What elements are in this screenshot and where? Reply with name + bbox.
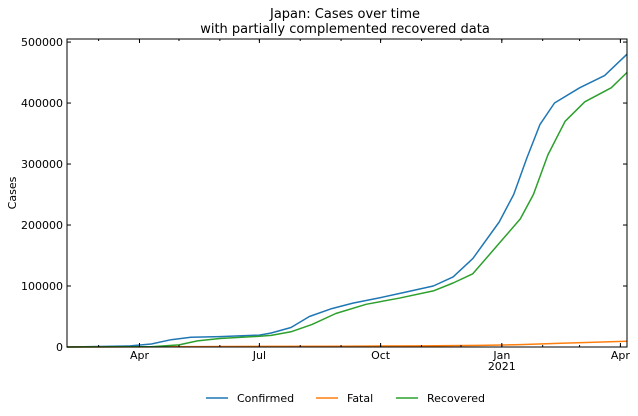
x-tick-label: Apr <box>611 349 631 362</box>
y-tick-label: 200000 <box>21 219 63 232</box>
y-tick-label: 400000 <box>21 97 63 110</box>
plot-area: 0 100000 200000 300000 400000 500000 Apr Jul Oct… <box>21 36 630 373</box>
x-tick-label: Jan <box>492 349 510 362</box>
legend-label-fatal: Fatal <box>347 392 373 405</box>
chart-subtitle: with partially complemented recovered da… <box>200 22 490 37</box>
x-tick-label: Apr <box>130 349 150 362</box>
y-tick-label: 100000 <box>21 280 63 293</box>
y-tick-label: 300000 <box>21 158 63 171</box>
y-tick-label: 0 <box>56 341 63 354</box>
series-line-confirmed <box>66 53 628 348</box>
y-tick-label: 500000 <box>21 36 63 49</box>
series-line-recovered <box>66 71 628 348</box>
plot-frame <box>66 38 628 348</box>
x-tick-label: Jul <box>252 349 266 362</box>
x-tick-label: Oct <box>371 349 391 362</box>
chart-title: Japan: Cases over time <box>269 7 420 22</box>
x-tick-sublabel: 2021 <box>488 360 516 373</box>
y-axis-label: Cases <box>6 176 19 209</box>
legend-label-recovered: Recovered <box>427 392 485 405</box>
legend: Confirmed Fatal Recovered <box>206 392 485 405</box>
legend-label-confirmed: Confirmed <box>237 392 294 405</box>
